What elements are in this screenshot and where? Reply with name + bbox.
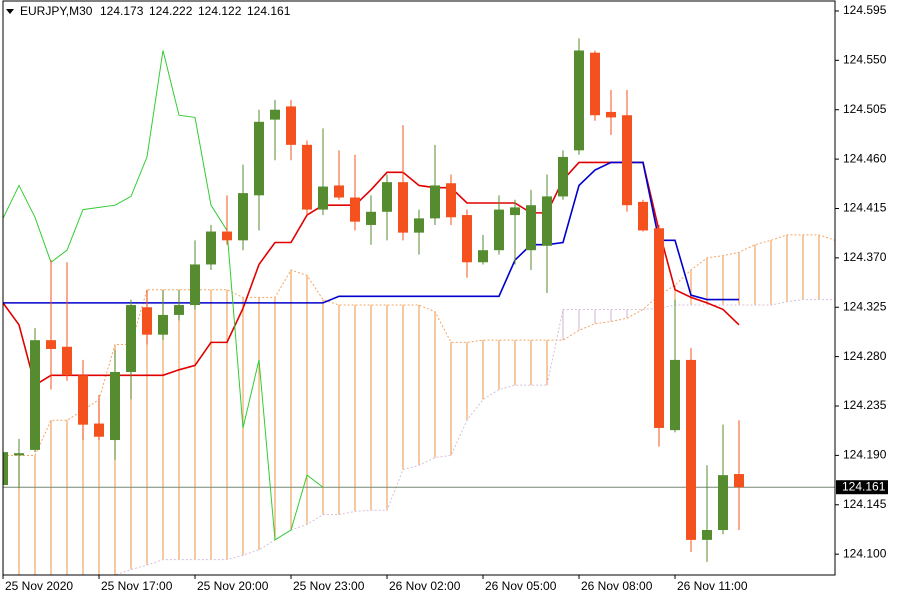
candle-body <box>46 340 56 349</box>
y-tick-label: 124.550 <box>843 53 887 67</box>
candle-body <box>254 121 264 196</box>
candle-body <box>606 111 616 118</box>
plot-frame <box>2 0 836 576</box>
candle-body <box>478 250 488 263</box>
x-tick-label: 26 Nov 05:00 <box>485 579 557 593</box>
candle-body <box>158 314 168 335</box>
menu-triangle[interactable] <box>6 9 14 14</box>
y-tick-label: 124.100 <box>843 546 887 560</box>
candle-body <box>638 201 648 231</box>
x-tick-label: 25 Nov 23:00 <box>293 579 365 593</box>
x-tick-label: 25 Nov 20:00 <box>197 579 269 593</box>
y-tick-label: 124.460 <box>843 151 887 165</box>
y-tick-label: 124.595 <box>843 3 887 17</box>
candle-body <box>78 375 88 425</box>
header-low: 124.122 <box>198 4 242 18</box>
x-tick-label: 26 Nov 11:00 <box>677 579 748 593</box>
candle-body <box>382 182 392 212</box>
candle-body <box>414 218 424 233</box>
y-tick-label: 124.145 <box>843 497 887 511</box>
cloud-boundary <box>113 299 835 575</box>
y-tick-label: 124.280 <box>843 349 887 363</box>
plot-area <box>3 38 835 575</box>
x-tick-label: 26 Nov 08:00 <box>581 579 653 593</box>
header-high: 124.222 <box>149 4 193 18</box>
cloud-boundary <box>3 234 835 456</box>
candle-body <box>30 340 40 450</box>
last-price-box <box>836 480 888 495</box>
candle-body <box>590 52 600 116</box>
candle-body <box>686 359 696 540</box>
candle-body <box>398 182 408 233</box>
y-tick-label: 124.235 <box>843 398 887 412</box>
indicator-line <box>3 161 739 304</box>
x-tick-label: 25 Nov 2020 <box>5 579 73 593</box>
candle-body <box>126 305 136 372</box>
y-tick-label: 124.415 <box>843 201 887 215</box>
candle-body <box>542 196 552 246</box>
candle-body <box>174 305 184 315</box>
symbol-label: EURJPY,M30 <box>20 4 93 18</box>
last-price-label: 124.161 <box>842 479 886 493</box>
candle-body <box>558 156 568 197</box>
candle-body <box>734 474 744 488</box>
y-tick-label: 124.370 <box>843 250 887 264</box>
candle-body <box>446 183 456 218</box>
candle-body <box>222 231 232 241</box>
candle-body <box>622 115 632 206</box>
candle-body <box>302 144 312 210</box>
candle-body <box>430 185 440 219</box>
candle-body <box>110 371 120 441</box>
y-tick-label: 124.190 <box>843 448 887 462</box>
candle-body <box>702 530 712 540</box>
candle-body <box>574 50 584 151</box>
y-tick-label: 124.505 <box>843 102 887 116</box>
candle-body <box>718 475 728 531</box>
candle-body <box>334 185 344 198</box>
candle-body <box>366 211 376 225</box>
candle-body <box>654 228 664 428</box>
y-tick-label: 124.325 <box>843 299 887 313</box>
x-tick-label: 25 Nov 17:00 <box>101 579 173 593</box>
candle-body <box>270 109 280 120</box>
candle-body <box>494 209 504 251</box>
candle-body <box>526 205 536 251</box>
candle-body <box>462 215 472 263</box>
candle-body <box>206 231 216 265</box>
candle-body <box>238 193 248 241</box>
candle-body <box>14 453 24 456</box>
candle-body <box>350 197 360 222</box>
indicator-line <box>3 50 324 541</box>
x-tick-label: 26 Nov 02:00 <box>389 579 461 593</box>
candle-body <box>62 346 72 376</box>
candle-body <box>318 186 328 210</box>
header-close: 124.161 <box>247 4 291 18</box>
candle-body <box>142 307 152 335</box>
candle-body <box>190 264 200 306</box>
header-open: 124.173 <box>100 4 144 18</box>
candle-body <box>286 106 296 145</box>
candle-body <box>510 207 520 216</box>
candle-body <box>3 452 8 486</box>
candle-body <box>94 423 104 437</box>
candle-body <box>670 359 680 431</box>
